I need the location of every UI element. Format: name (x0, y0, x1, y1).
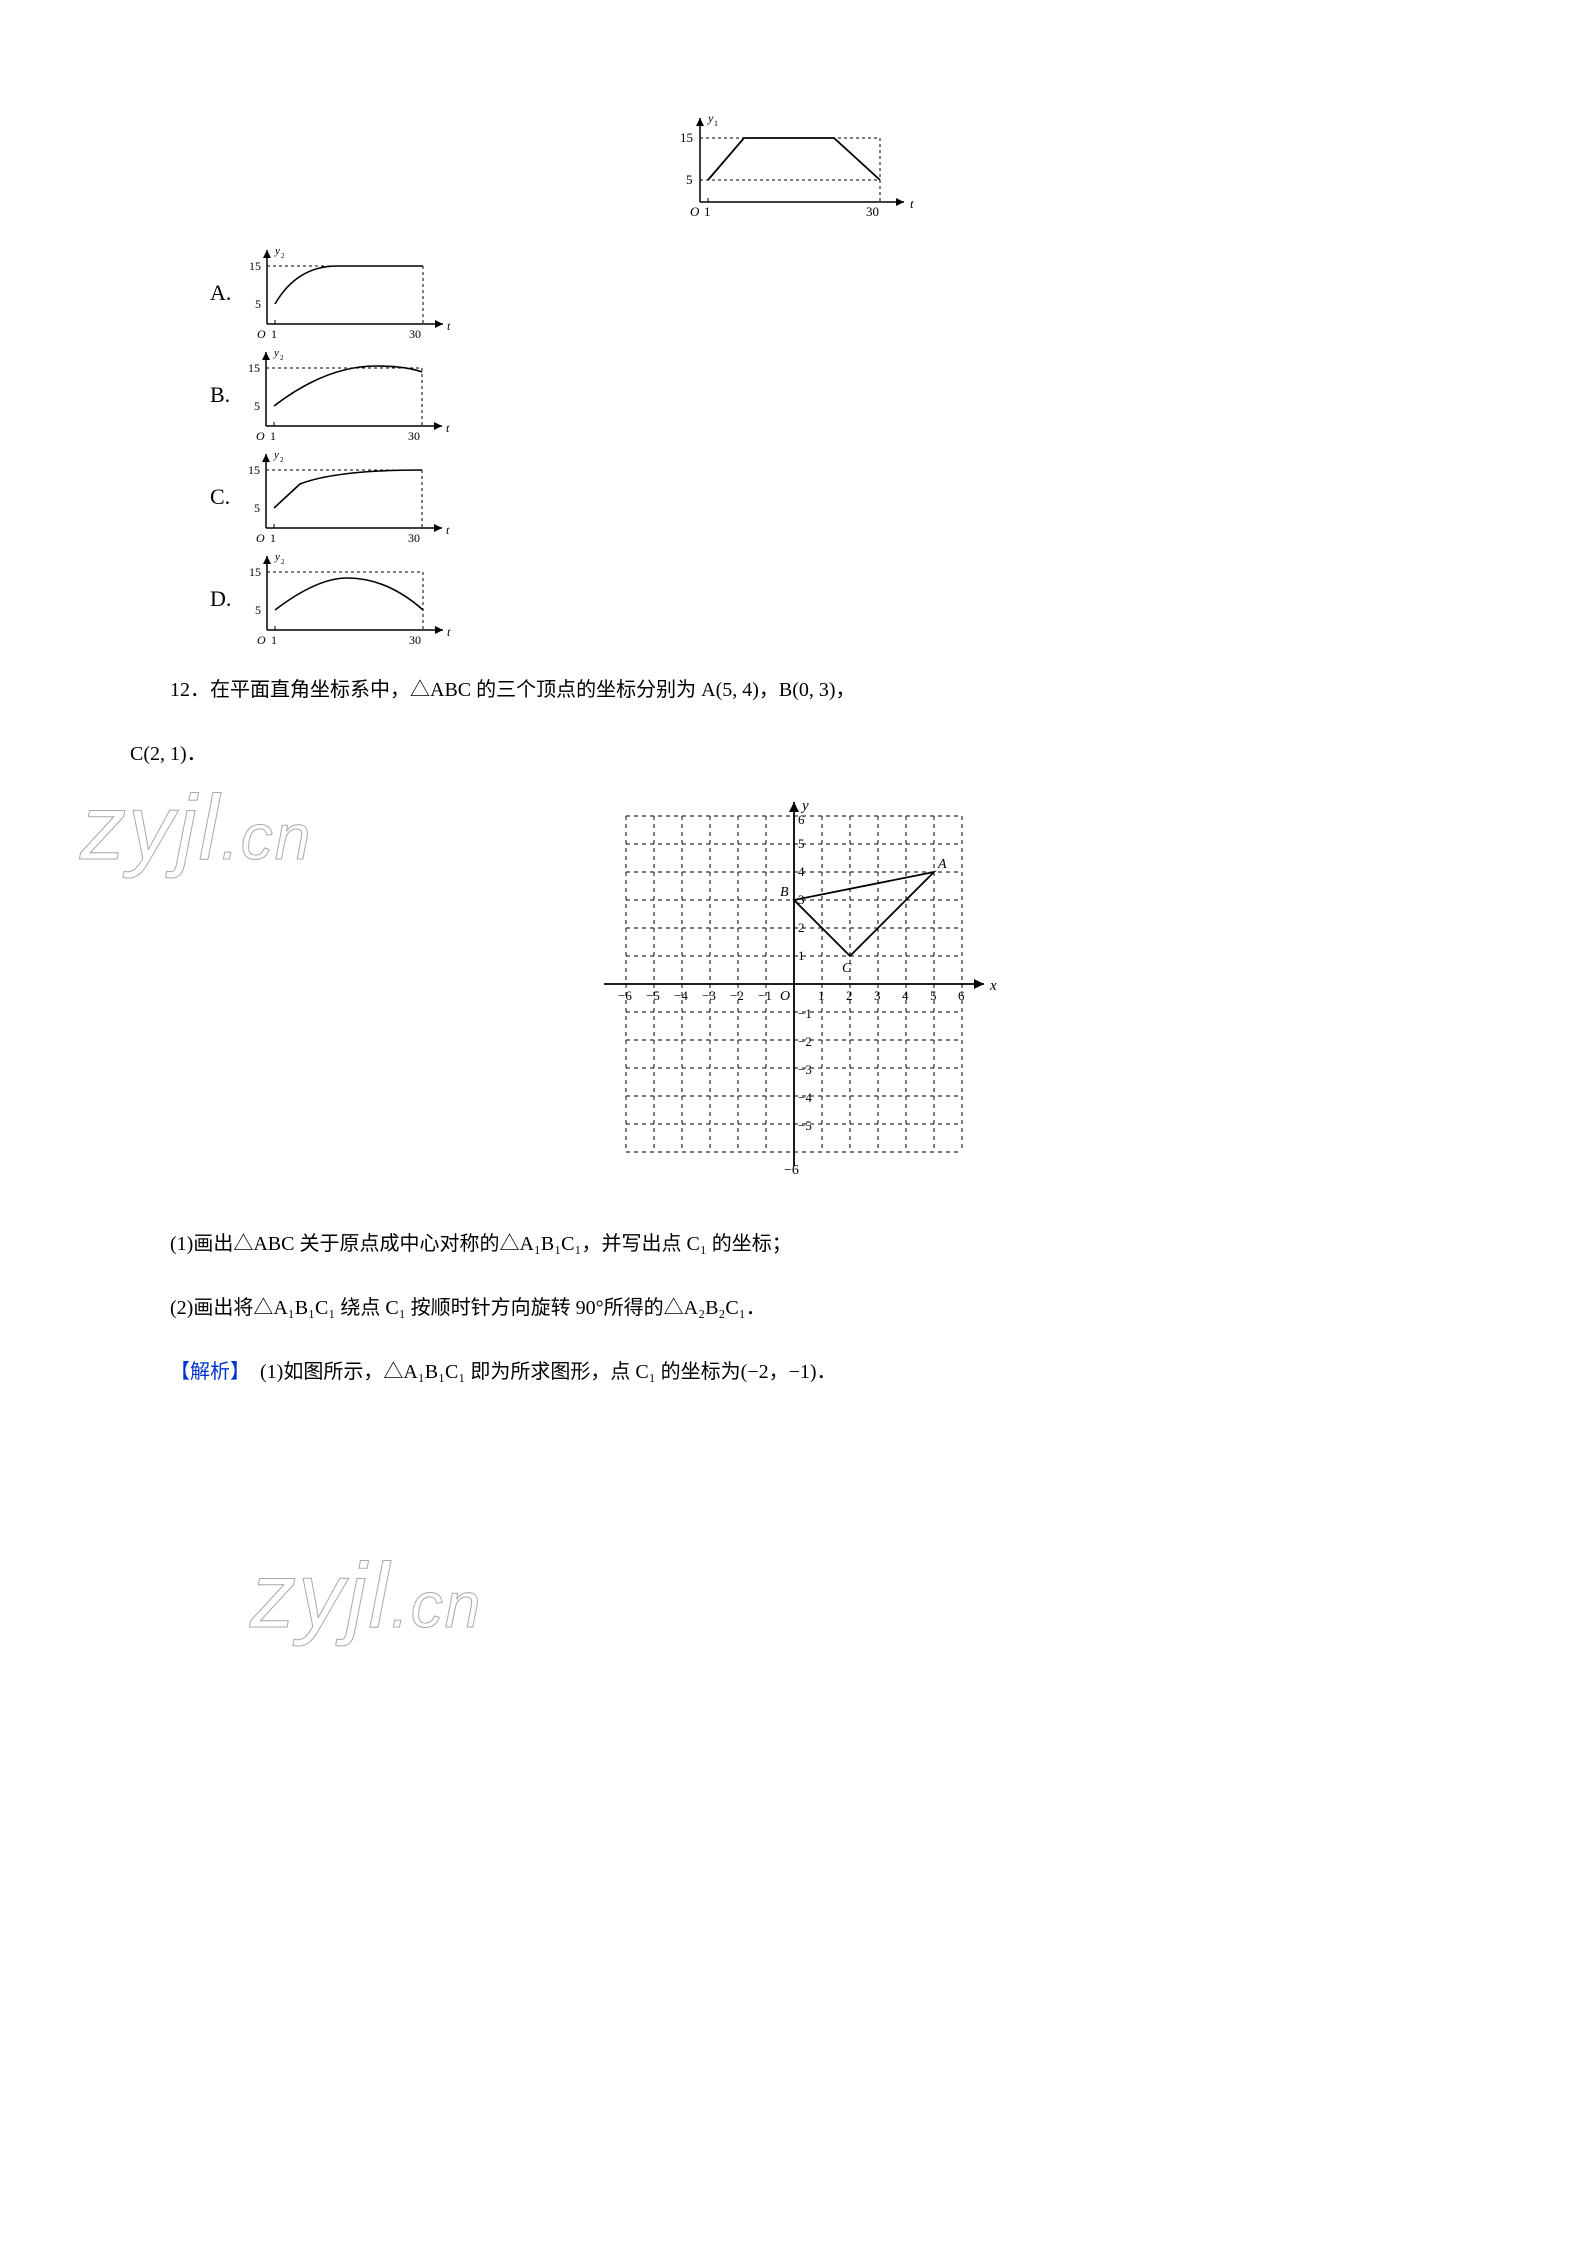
figure-y1: y 1 15 5 O 1 30 t (130, 110, 1457, 226)
option-d-label: D. (210, 586, 231, 612)
y1-tick-15: 15 (680, 130, 693, 145)
svg-text:−2: −2 (798, 1034, 812, 1049)
svg-text:1: 1 (818, 988, 825, 1003)
svg-text:2: 2 (281, 558, 285, 566)
svg-text:5: 5 (255, 603, 261, 617)
svg-text:30: 30 (408, 531, 420, 545)
svg-text:−3: −3 (798, 1062, 812, 1077)
svg-text:−6: −6 (784, 1163, 799, 1178)
coord-figure: x y O −6 −5 −4 −3 −2 −1 1 2 3 4 5 6 1 2 … (130, 796, 1457, 1202)
y1-label: y (707, 111, 714, 125)
svg-text:2: 2 (280, 456, 284, 464)
svg-text:y: y (274, 245, 280, 257)
svg-text:y: y (274, 551, 280, 563)
option-c-label: C. (210, 484, 230, 510)
q12-text-2: C(2, 1)． (130, 732, 1457, 776)
svg-text:−5: −5 (798, 1118, 812, 1133)
svg-text:O: O (256, 429, 265, 443)
svg-text:O: O (257, 327, 266, 341)
svg-text:30: 30 (409, 327, 421, 341)
svg-text:−2: −2 (730, 988, 744, 1003)
option-b-label: B. (210, 382, 230, 408)
subq-1: (1)画出△ABC 关于原点成中心对称的△A₁B₁C₁，并写出点 C₁ 的坐标； (130, 1222, 1457, 1266)
svg-text:5: 5 (255, 297, 261, 311)
y1-sub: 1 (714, 119, 718, 128)
svg-text:y: y (273, 449, 279, 461)
svg-text:15: 15 (249, 259, 261, 273)
origin-label: O (780, 989, 790, 1004)
solution-text: (1)如图所示，△A₁B₁C₁ 即为所求图形，点 C₁ 的坐标为(−2，−1)． (240, 1361, 837, 1383)
option-d: D. y2 15 5 O 1 30 t (210, 550, 1457, 648)
svg-text:O: O (256, 531, 265, 545)
svg-text:−1: −1 (798, 1006, 812, 1021)
svg-text:−4: −4 (674, 988, 688, 1003)
y1-x-30: 30 (866, 204, 879, 219)
svg-text:1: 1 (270, 429, 276, 443)
svg-text:4: 4 (902, 988, 909, 1003)
top-xlabel: t (910, 196, 914, 211)
svg-text:t: t (446, 523, 450, 537)
svg-text:−5: −5 (646, 988, 660, 1003)
svg-text:1: 1 (271, 633, 277, 647)
svg-text:O: O (257, 633, 266, 647)
svg-text:30: 30 (408, 429, 420, 443)
svg-text:4: 4 (798, 864, 805, 879)
svg-text:15: 15 (248, 361, 260, 375)
svg-text:−3: −3 (702, 988, 716, 1003)
point-c: C (842, 961, 852, 976)
subq-2: (2)画出将△A₁B₁C₁ 绕点 C₁ 按顺时针方向旋转 90°所得的△A₂B₂… (130, 1286, 1457, 1330)
svg-text:2: 2 (280, 354, 284, 362)
option-a: A. y2 15 5 O 1 30 t (210, 244, 1457, 342)
svg-text:3: 3 (874, 988, 881, 1003)
point-b: B (780, 885, 789, 900)
solution-label: 【解析】 (170, 1361, 240, 1383)
svg-text:30: 30 (409, 633, 421, 647)
svg-text:2: 2 (846, 988, 853, 1003)
svg-text:5: 5 (254, 399, 260, 413)
svg-text:1: 1 (270, 531, 276, 545)
y1-tick-5: 5 (686, 172, 693, 187)
option-b: B. y2 15 5 O 1 30 t (210, 346, 1457, 444)
svg-text:t: t (447, 319, 451, 333)
svg-text:−1: −1 (758, 988, 772, 1003)
svg-text:2: 2 (281, 252, 285, 260)
svg-text:y: y (273, 347, 279, 359)
svg-text:5: 5 (798, 836, 805, 851)
svg-text:15: 15 (249, 565, 261, 579)
svg-text:1: 1 (271, 327, 277, 341)
option-a-label: A. (210, 280, 231, 306)
svg-text:t: t (447, 625, 451, 639)
q12-text-1: 12．在平面直角坐标系中，△ABC 的三个顶点的坐标分别为 A(5, 4)，B(… (130, 668, 1457, 712)
svg-text:−6: −6 (618, 988, 632, 1003)
top-origin: O (690, 204, 700, 219)
svg-text:6: 6 (958, 988, 965, 1003)
point-a: A (937, 857, 947, 872)
solution-line: 【解析】 (1)如图所示，△A₁B₁C₁ 即为所求图形，点 C₁ 的坐标为(−2… (130, 1350, 1457, 1394)
svg-text:−4: −4 (798, 1090, 812, 1105)
svg-text:5: 5 (930, 988, 937, 1003)
svg-text:5: 5 (254, 501, 260, 515)
watermark-lower: zyjl.cn (250, 1544, 482, 1649)
option-c: C. y2 15 5 O 1 30 t (210, 448, 1457, 546)
svg-text:6: 6 (798, 812, 805, 827)
svg-text:2: 2 (798, 920, 805, 935)
svg-text:t: t (446, 421, 450, 435)
x-axis-label: x (989, 978, 997, 994)
svg-text:15: 15 (248, 463, 260, 477)
y1-x-1: 1 (704, 204, 711, 219)
svg-text:1: 1 (798, 948, 805, 963)
